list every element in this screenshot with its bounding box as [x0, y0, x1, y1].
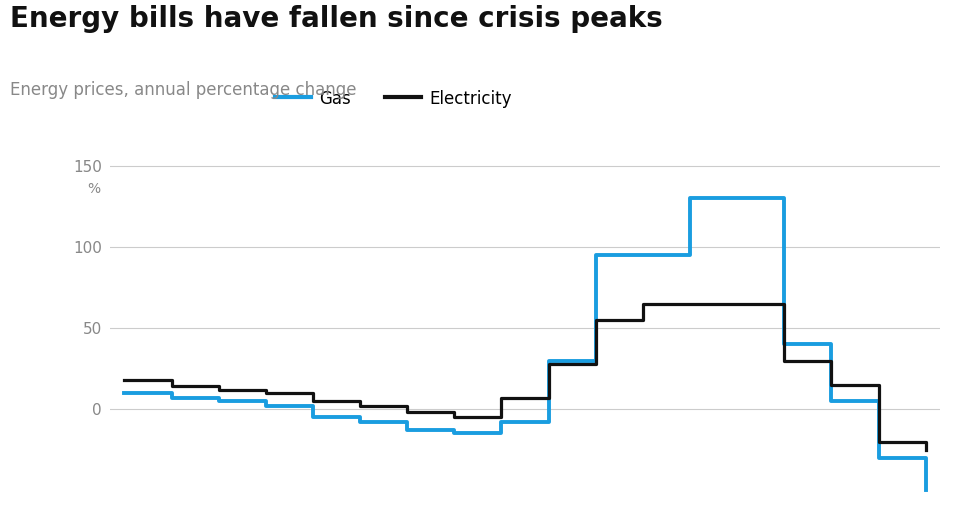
Gas — [119, 390, 130, 396]
Line: Electricity: Electricity — [125, 304, 925, 450]
Gas — [873, 455, 884, 461]
Text: Energy prices, annual percentage change: Energy prices, annual percentage change — [10, 81, 356, 99]
Electricity — [166, 383, 177, 390]
Electricity — [590, 317, 601, 323]
Gas — [685, 195, 696, 202]
Electricity — [402, 410, 413, 416]
Electricity — [354, 403, 365, 409]
Gas — [449, 430, 460, 437]
Electricity — [685, 301, 696, 307]
Electricity — [543, 361, 554, 367]
Gas — [166, 395, 177, 401]
Gas — [779, 341, 790, 348]
Legend: Gas, Electricity: Gas, Electricity — [268, 83, 519, 114]
Electricity — [826, 382, 837, 388]
Electricity — [873, 438, 884, 445]
Electricity — [732, 301, 743, 307]
Gas — [920, 487, 931, 494]
Electricity — [307, 398, 318, 404]
Gas — [496, 419, 507, 425]
Electricity — [449, 414, 460, 421]
Gas — [543, 358, 554, 364]
Electricity — [260, 390, 271, 396]
Electricity — [119, 377, 130, 383]
Gas — [260, 403, 271, 409]
Text: %: % — [87, 182, 101, 196]
Gas — [637, 252, 648, 258]
Gas — [590, 252, 601, 258]
Gas — [354, 419, 365, 425]
Electricity — [496, 395, 507, 401]
Text: Energy bills have fallen since crisis peaks: Energy bills have fallen since crisis pe… — [10, 5, 663, 33]
Electricity — [213, 386, 224, 393]
Gas — [732, 195, 743, 202]
Gas — [213, 398, 224, 404]
Gas — [826, 398, 837, 404]
Electricity — [637, 301, 648, 307]
Electricity — [920, 447, 931, 453]
Gas — [402, 427, 413, 433]
Electricity — [779, 358, 790, 364]
Line: Gas: Gas — [125, 198, 925, 490]
Gas — [307, 414, 318, 421]
